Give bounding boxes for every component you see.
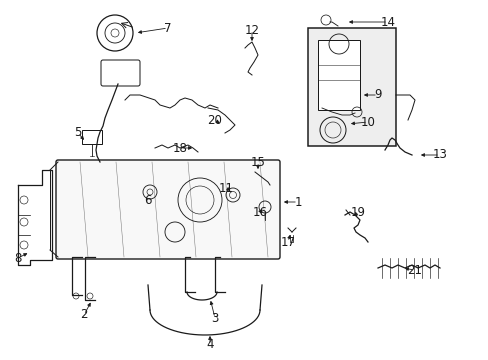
Bar xyxy=(82,130,102,144)
Text: 17: 17 xyxy=(280,235,295,248)
Text: 2: 2 xyxy=(80,309,87,321)
FancyBboxPatch shape xyxy=(56,160,280,259)
Text: 6: 6 xyxy=(144,194,151,207)
Text: 4: 4 xyxy=(206,338,213,351)
Bar xyxy=(307,28,395,146)
FancyBboxPatch shape xyxy=(101,60,140,86)
Text: 13: 13 xyxy=(432,148,447,162)
Text: 9: 9 xyxy=(373,89,381,102)
Text: 21: 21 xyxy=(407,264,422,276)
Text: 15: 15 xyxy=(250,156,265,168)
Text: 5: 5 xyxy=(74,126,81,139)
Text: 1: 1 xyxy=(294,195,301,208)
Text: 14: 14 xyxy=(380,15,395,28)
Text: 10: 10 xyxy=(360,116,375,129)
Text: 8: 8 xyxy=(14,252,21,265)
Text: 18: 18 xyxy=(172,141,187,154)
Text: 12: 12 xyxy=(244,23,259,36)
Text: 19: 19 xyxy=(350,206,365,219)
Text: 16: 16 xyxy=(252,206,267,219)
Text: 11: 11 xyxy=(218,181,233,194)
Bar xyxy=(317,40,359,110)
Text: 3: 3 xyxy=(211,311,218,324)
Text: 7: 7 xyxy=(164,22,171,35)
Text: 20: 20 xyxy=(207,113,222,126)
